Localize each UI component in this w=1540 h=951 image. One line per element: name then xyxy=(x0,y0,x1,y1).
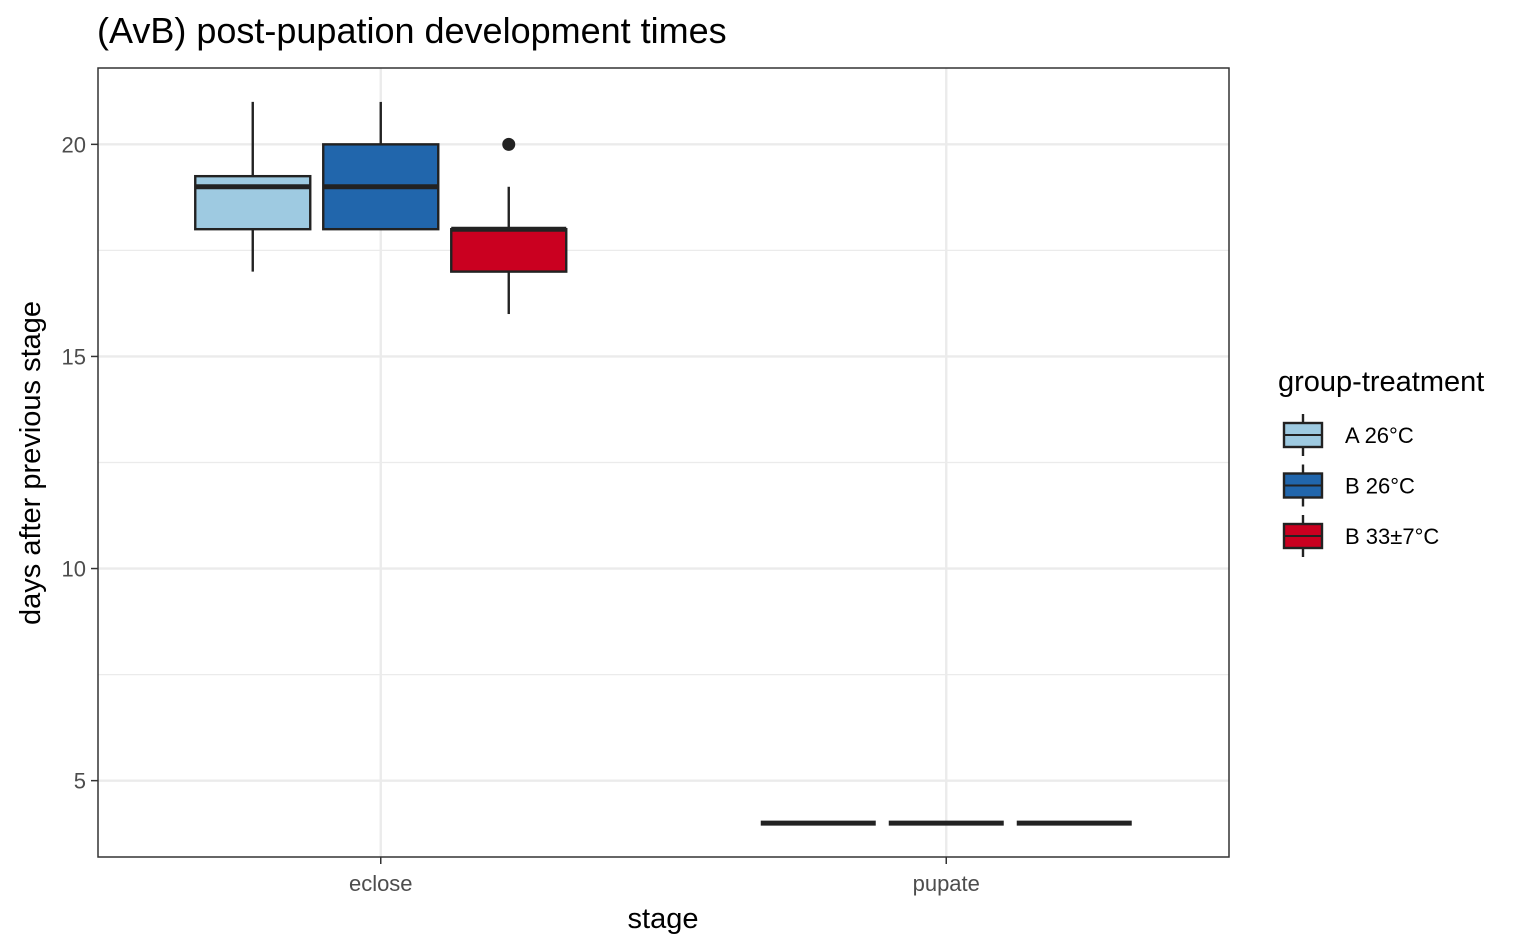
legend-label: A 26°C xyxy=(1345,423,1414,448)
x-tick-label: pupate xyxy=(913,871,980,896)
box-body xyxy=(450,227,568,273)
legend-title: group-treatment xyxy=(1278,366,1484,398)
chart-title: (AvB) post-pupation development times xyxy=(97,10,727,51)
y-tick-label: 5 xyxy=(74,769,86,794)
box-eclose xyxy=(322,101,440,231)
legend-item: A 26°C xyxy=(1282,414,1414,456)
legend-items: A 26°C B 26°C B 33±7°C xyxy=(1282,414,1439,557)
x-tick-label: eclose xyxy=(349,871,413,896)
outlier-point xyxy=(502,137,516,151)
boxes xyxy=(194,101,1132,826)
y-axis-title: days after previous stage xyxy=(15,301,47,625)
y-axis: 5 10 15 20 xyxy=(62,132,98,794)
x-axis-title: stage xyxy=(628,903,699,935)
legend-label: B 26°C xyxy=(1345,474,1415,499)
x-axis: eclose pupate xyxy=(349,857,980,896)
y-tick-label: 20 xyxy=(62,132,86,157)
legend-label: B 33±7°C xyxy=(1345,524,1439,549)
legend-item: B 33±7°C xyxy=(1282,515,1439,557)
legend-item: B 26°C xyxy=(1282,464,1415,507)
legend: group-treatment A 26°C B 26°C B 33±7°C xyxy=(1278,366,1484,557)
panel-border xyxy=(97,67,1230,858)
box-eclose xyxy=(450,137,568,315)
y-tick-label: 15 xyxy=(62,344,86,369)
y-tick-label: 10 xyxy=(62,557,86,582)
plot-panel xyxy=(97,67,1230,858)
box-eclose xyxy=(194,101,312,272)
box-body xyxy=(194,174,312,231)
